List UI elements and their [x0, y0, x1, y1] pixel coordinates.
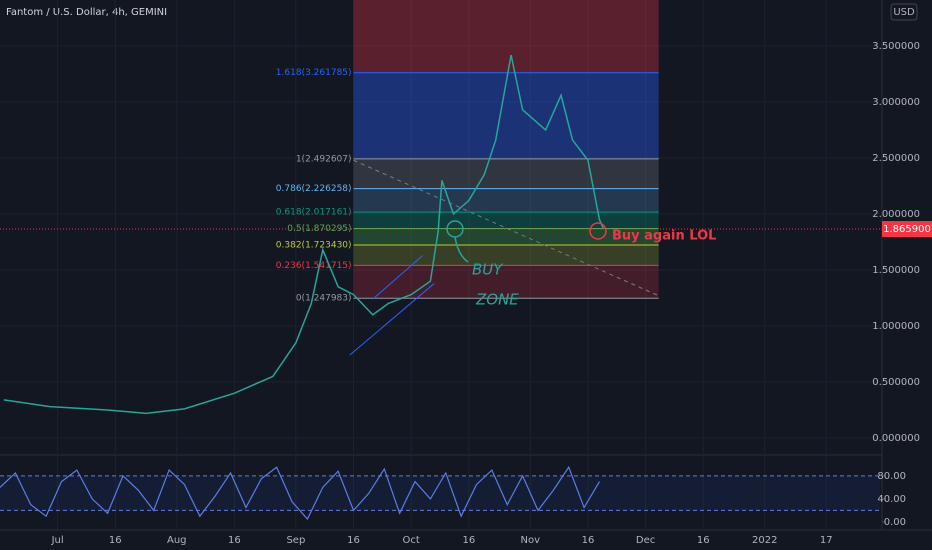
fib-zone [353, 188, 659, 213]
fib-label: 0.786(2.226258) [276, 184, 352, 194]
fib-label: 0.382(1.723430) [276, 240, 352, 250]
x-tick-label: 16 [462, 535, 475, 546]
y-tick-label: 0.00 [884, 517, 906, 528]
trend-line [349, 283, 435, 356]
currency[interactable]: USD [893, 7, 915, 18]
x-tick-label: 16 [582, 535, 595, 546]
fib-label: 1.618(3.261785) [276, 68, 352, 78]
y-tick-label: 80.00 [877, 471, 906, 482]
y-tick-label: 0.500000 [872, 377, 920, 388]
x-tick-label: Oct [403, 535, 420, 546]
current-price-box [882, 221, 932, 238]
y-tick-label: 1.500000 [872, 265, 920, 276]
x-tick-label: Nov [521, 535, 541, 546]
fib-zone [353, 244, 659, 266]
chart-title: Fantom / U.S. Dollar, 4h, GEMINI [6, 7, 167, 18]
current-price-label: 1.865900 [883, 224, 931, 235]
x-tick-label: 17 [820, 535, 833, 546]
drawn-arrow [454, 236, 469, 263]
x-tick-label: 2022 [752, 535, 777, 546]
price-line [3, 54, 605, 415]
x-tick-label: Sep [286, 535, 305, 546]
y-tick-label: 40.00 [877, 494, 906, 505]
currency-box[interactable] [890, 3, 918, 21]
fib-zone [353, 228, 659, 245]
fib-label: 0.236(1.541715) [276, 261, 352, 271]
fib-zone [353, 158, 659, 189]
y-tick-label: 2.000000 [872, 209, 920, 220]
trend-line [372, 255, 424, 300]
y-tick-label: 3.000000 [872, 97, 920, 108]
y-tick-label: 2.500000 [872, 153, 920, 164]
y-tick-label: 1.000000 [872, 321, 920, 332]
annotation: Buy again LOL [612, 229, 716, 244]
fib-zone [353, 0, 659, 73]
fib-zone [353, 212, 659, 229]
drawn-circle [589, 222, 607, 240]
x-tick-label: 16 [697, 535, 710, 546]
fib-label: 0.5(1.870295) [287, 224, 351, 234]
oscillator-band [0, 475, 880, 511]
y-tick-label: 0.000000 [872, 433, 920, 444]
x-tick-label: Dec [636, 535, 655, 546]
fib-label: 0(1.247983) [296, 294, 352, 304]
annotation: BUY [472, 261, 504, 279]
y-tick-label: 3.500000 [872, 41, 920, 52]
x-tick-label: Jul [51, 535, 64, 546]
fib-zone [353, 72, 659, 159]
oscillator-line [0, 465, 600, 521]
x-tick-label: Aug [167, 535, 187, 546]
fib-label: 1(2.492607) [296, 154, 352, 164]
annotation: ZONE [475, 291, 519, 309]
x-tick-label: 16 [109, 535, 122, 546]
fib-label: 0.618(2.017161) [276, 208, 352, 218]
x-tick-label: 16 [347, 535, 360, 546]
x-tick-label: 16 [228, 535, 241, 546]
